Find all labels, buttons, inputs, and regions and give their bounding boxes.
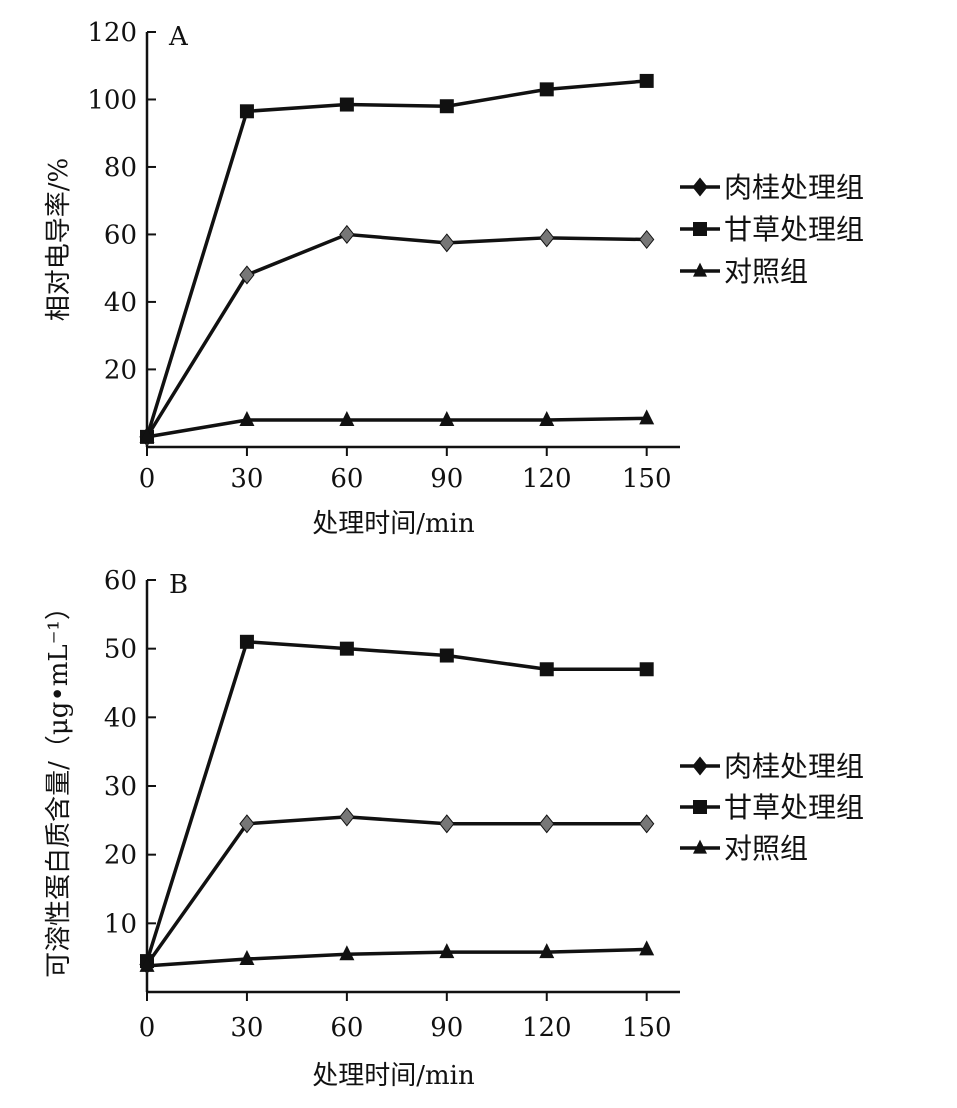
- x-axis-title: 处理时间/min: [312, 509, 475, 539]
- data-point: [439, 943, 455, 959]
- data-point: [639, 229, 655, 250]
- panel-label: A: [168, 22, 189, 52]
- y-tick-label: 60: [104, 566, 137, 596]
- series-line: [145, 79, 647, 438]
- legend-item: 甘草处理组: [680, 213, 864, 246]
- x-tick-label: 60: [330, 1013, 363, 1043]
- data-point: [239, 265, 255, 285]
- data-point: [239, 104, 254, 119]
- data-point: [639, 73, 654, 88]
- data-point: [339, 945, 355, 961]
- data-point: [439, 411, 455, 427]
- legend-item: 对照组: [680, 832, 808, 865]
- data-point: [639, 662, 654, 677]
- x-tick-label: 60: [330, 464, 363, 494]
- data-point: [539, 82, 554, 97]
- series-line: [146, 416, 647, 439]
- y-tick-label: 10: [104, 909, 137, 939]
- legend-marker-diamond: [692, 177, 708, 197]
- x-tick-label: 150: [622, 1013, 672, 1043]
- legend-label: 对照组: [724, 832, 808, 865]
- series-diamond: [139, 807, 655, 975]
- y-tick-label: 40: [104, 703, 137, 733]
- y-tick-label: 40: [104, 288, 137, 318]
- legend-label: 肉桂处理组: [724, 750, 864, 783]
- data-point: [539, 814, 555, 834]
- data-point: [639, 940, 655, 956]
- x-tick-label: 90: [430, 1013, 463, 1043]
- legend-marker-triangle: [693, 262, 707, 277]
- x-tick-label: 30: [230, 1013, 263, 1043]
- legend-marker-square: [693, 222, 707, 236]
- legend-marker-square: [693, 800, 707, 814]
- data-point: [439, 814, 455, 834]
- legend-item: 肉桂处理组: [680, 171, 864, 204]
- y-tick-label: 50: [104, 635, 137, 665]
- legend-item: 对照组: [680, 255, 808, 288]
- legend-label: 甘草处理组: [724, 213, 864, 246]
- x-tick-label: 0: [139, 464, 156, 494]
- data-point: [339, 411, 355, 427]
- data-point: [539, 943, 555, 959]
- x-tick-label: 120: [522, 464, 572, 494]
- y-tick-label: 100: [87, 85, 137, 115]
- y-tick-label: 60: [104, 220, 137, 250]
- legend-label: 肉桂处理组: [724, 171, 864, 204]
- y-tick-label: 120: [87, 18, 137, 48]
- data-point: [239, 814, 255, 834]
- y-tick-label: 80: [104, 153, 137, 183]
- data-point: [639, 409, 655, 425]
- legend-label: 甘草处理组: [724, 791, 864, 824]
- y-tick-label: 20: [104, 841, 137, 871]
- data-point: [339, 97, 354, 112]
- y-axis-title: 可溶性蛋白质含量/（μg•mL⁻¹）: [44, 594, 74, 978]
- series-square: [140, 634, 654, 969]
- data-point: [439, 648, 454, 663]
- chart-panel-a: 20 40 60 80 100 120 0 30 60 90 120 150 A 处理时间/min 相对电导…: [44, 18, 864, 539]
- data-point: [339, 807, 355, 827]
- data-point: [539, 662, 554, 677]
- series-line: [145, 232, 647, 438]
- legend-marker-triangle: [693, 839, 707, 854]
- panel-label: B: [169, 570, 188, 600]
- y-tick-label: 30: [104, 772, 137, 802]
- data-point: [239, 950, 255, 966]
- data-point: [239, 634, 254, 649]
- data-point: [439, 99, 454, 114]
- data-point: [339, 224, 355, 244]
- legend-item: 甘草处理组: [680, 791, 864, 824]
- series-diamond: [139, 224, 655, 447]
- x-tick-label: 90: [430, 464, 463, 494]
- series-line: [145, 815, 647, 966]
- legend-marker-diamond: [692, 756, 708, 776]
- series-line: [145, 640, 647, 962]
- series-square: [140, 73, 654, 444]
- data-point: [339, 641, 354, 656]
- series-triangle: [139, 940, 655, 972]
- chart-panel-b: 10 20 30 40 50 60 0 30 60 90 120 150 B 处理时间/min 可溶性蛋白质…: [44, 566, 864, 1091]
- y-tick-label: 20: [104, 355, 137, 385]
- data-point: [239, 411, 255, 427]
- x-tick-label: 30: [230, 464, 263, 494]
- x-tick-label: 0: [139, 1013, 156, 1043]
- y-axis-title: 相对电导率/%: [44, 158, 74, 321]
- data-point: [639, 814, 655, 834]
- legend-label: 对照组: [724, 255, 808, 288]
- data-point: [539, 411, 555, 427]
- x-axis-title: 处理时间/min: [312, 1061, 475, 1091]
- legend-item: 肉桂处理组: [680, 750, 864, 783]
- x-tick-label: 150: [622, 464, 672, 494]
- data-point: [439, 233, 455, 253]
- data-point: [539, 228, 555, 248]
- data-point: [139, 956, 155, 972]
- series-line: [146, 947, 647, 968]
- data-point: [139, 427, 155, 443]
- x-tick-label: 120: [522, 1013, 572, 1043]
- series-triangle: [139, 409, 655, 443]
